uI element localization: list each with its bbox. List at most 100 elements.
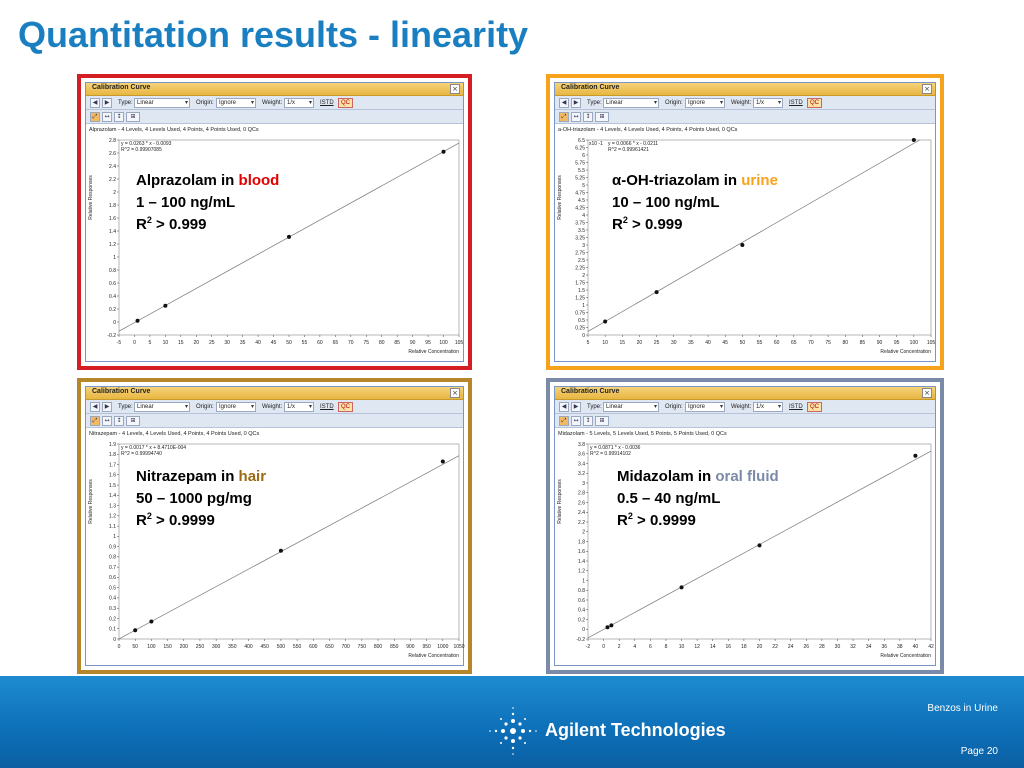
y-tick-label: 2.2 [578, 520, 585, 526]
y-tick-label: 3.25 [575, 235, 585, 241]
zoom-icon[interactable]: ⊞ [595, 112, 609, 122]
qc-toggle[interactable]: QC [807, 98, 822, 108]
forward-arrow-icon[interactable]: ▶ [102, 98, 112, 108]
calibration-point[interactable] [278, 548, 283, 553]
plot-frame [118, 443, 460, 640]
y-tick-label: 1.75 [575, 280, 585, 286]
fit-horizontal-icon[interactable]: ↔ [571, 416, 581, 426]
x-tick-label: 400 [244, 644, 253, 650]
x-tick-label: 350 [228, 644, 237, 650]
y-tick-label: 1 [582, 578, 585, 584]
y-tick-label: 2.75 [575, 250, 585, 256]
back-arrow-icon[interactable]: ◀ [90, 402, 100, 412]
fit-vertical-icon[interactable]: ↕ [583, 112, 593, 122]
x-tick-label: 75 [825, 340, 831, 346]
autoscale-icon[interactable]: ⤢ [90, 112, 100, 122]
forward-arrow-icon[interactable]: ▶ [571, 402, 581, 412]
window-title: Calibration Curve [561, 388, 620, 395]
x-tick-label: 1000 [437, 644, 448, 650]
calibration-window: Calibration Curve × ◀ ▶ Type: Linear Ori… [85, 82, 464, 362]
x-tick-label: -2 [586, 644, 591, 650]
fit-horizontal-icon[interactable]: ↔ [102, 416, 112, 426]
origin-select[interactable]: Ignore [685, 98, 725, 108]
istd-toggle[interactable]: ISTD [789, 404, 803, 410]
calibration-point[interactable] [757, 543, 762, 548]
close-icon[interactable]: × [450, 388, 460, 398]
qc-toggle[interactable]: QC [807, 402, 822, 412]
calibration-point[interactable] [609, 623, 614, 628]
type-select[interactable]: Linear [134, 402, 190, 412]
weight-select[interactable]: 1/x [753, 98, 783, 108]
calibration-panel: Calibration Curve × ◀ ▶ Type: Linear Ori… [77, 378, 472, 674]
qc-toggle[interactable]: QC [338, 402, 353, 412]
type-select[interactable]: Linear [603, 402, 659, 412]
y-tick-label: 0.8 [109, 268, 116, 274]
calibration-point[interactable] [287, 234, 291, 239]
calibration-point[interactable] [911, 138, 916, 142]
calibration-chart: Nitrazepam - 4 Levels, 4 Levels Used, 4 … [88, 431, 465, 659]
calibration-point[interactable] [441, 149, 446, 154]
r2-sup: 2 [627, 511, 633, 521]
close-icon[interactable]: × [450, 84, 460, 94]
close-icon[interactable]: × [922, 84, 932, 94]
type-select[interactable]: Linear [134, 98, 190, 108]
weight-select[interactable]: 1/x [284, 402, 314, 412]
forward-arrow-icon[interactable]: ▶ [102, 402, 112, 412]
y-tick-label: 0.6 [109, 281, 116, 287]
calibration-point[interactable] [679, 585, 684, 590]
y-tick-label: 1.25 [575, 295, 585, 301]
calibration-point[interactable] [149, 619, 154, 624]
chart-header: Alprazolam - 4 Levels, 4 Levels Used, 4 … [89, 127, 259, 133]
back-arrow-icon[interactable]: ◀ [90, 98, 100, 108]
origin-select[interactable]: Ignore [685, 402, 725, 412]
y-tick-label: 2.5 [578, 258, 585, 264]
y-tick-label: -0.2 [576, 637, 585, 643]
x-tick-label: 900 [406, 644, 415, 650]
calibration-point[interactable] [913, 453, 918, 458]
calibration-panel: Calibration Curve × ◀ ▶ Type: Linear Ori… [546, 74, 944, 370]
calibration-point[interactable] [133, 628, 138, 633]
x-tick-label: 30 [835, 644, 841, 650]
zoom-icon[interactable]: ⊞ [595, 416, 609, 426]
istd-toggle[interactable]: ISTD [320, 404, 334, 410]
zoom-icon[interactable]: ⊞ [126, 112, 140, 122]
origin-select[interactable]: Ignore [216, 402, 256, 412]
x-tick-label: 80 [379, 340, 385, 346]
autoscale-icon[interactable]: ⤢ [559, 112, 569, 122]
calibration-point[interactable] [135, 318, 140, 323]
zoom-icon[interactable]: ⊞ [126, 416, 140, 426]
weight-select[interactable]: 1/x [753, 402, 783, 412]
fit-vertical-icon[interactable]: ↕ [114, 416, 124, 426]
x-tick-label: 32 [850, 644, 856, 650]
calibration-point[interactable] [605, 625, 610, 630]
close-icon[interactable]: × [922, 388, 932, 398]
x-tick-label: 20 [637, 340, 643, 346]
y-tick-label: 4.75 [575, 190, 585, 196]
x-tick-label: 10 [602, 340, 608, 346]
type-label: Type: [118, 404, 133, 410]
calibration-point[interactable] [440, 459, 445, 464]
x-tick-label: 4 [633, 644, 636, 650]
x-tick-label: 850 [390, 644, 399, 650]
fit-horizontal-icon[interactable]: ↔ [102, 112, 112, 122]
forward-arrow-icon[interactable]: ▶ [571, 98, 581, 108]
type-select[interactable]: Linear [603, 98, 659, 108]
autoscale-icon[interactable]: ⤢ [559, 416, 569, 426]
fit-vertical-icon[interactable]: ↕ [583, 416, 593, 426]
x-tick-label: 60 [317, 340, 323, 346]
back-arrow-icon[interactable]: ◀ [559, 98, 569, 108]
fit-horizontal-icon[interactable]: ↔ [571, 112, 581, 122]
origin-select[interactable]: Ignore [216, 98, 256, 108]
weight-label: Weight: [731, 404, 752, 410]
calibration-point[interactable] [740, 243, 745, 247]
istd-toggle[interactable]: ISTD [320, 100, 334, 106]
calibration-point[interactable] [654, 290, 659, 295]
autoscale-icon[interactable]: ⤢ [90, 416, 100, 426]
istd-toggle[interactable]: ISTD [789, 100, 803, 106]
fit-vertical-icon[interactable]: ↕ [114, 112, 124, 122]
calibration-point[interactable] [163, 303, 168, 308]
back-arrow-icon[interactable]: ◀ [559, 402, 569, 412]
weight-select[interactable]: 1/x [284, 98, 314, 108]
qc-toggle[interactable]: QC [338, 98, 353, 108]
calibration-point[interactable] [603, 319, 608, 324]
